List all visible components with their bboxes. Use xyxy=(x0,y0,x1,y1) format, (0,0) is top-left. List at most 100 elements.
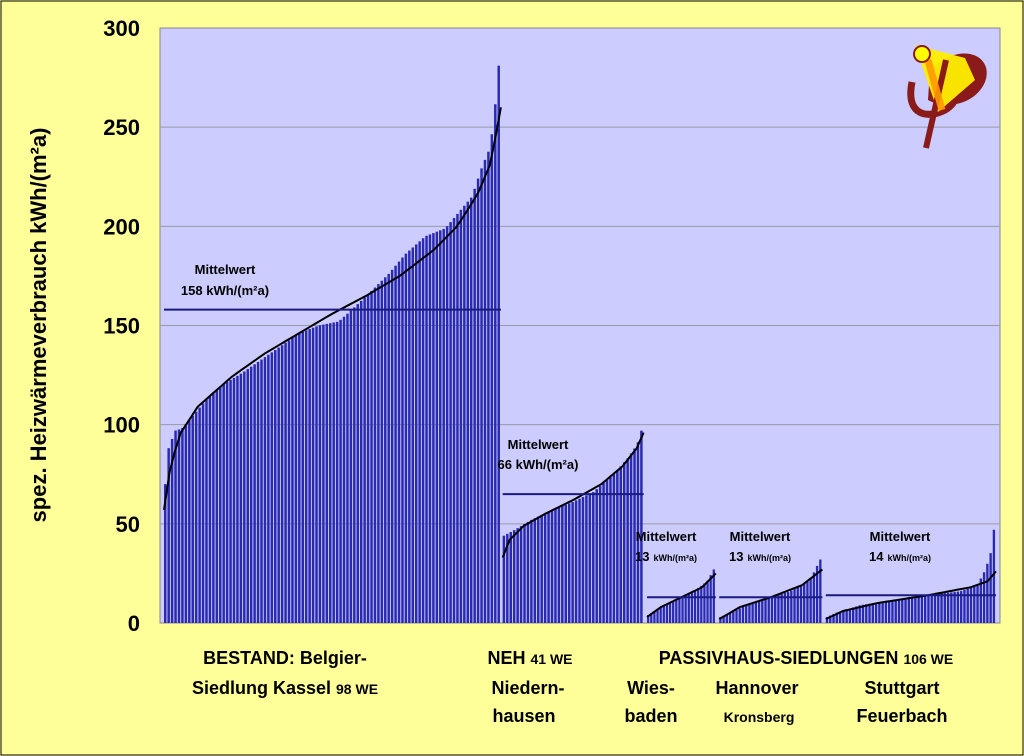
bar-niedernhausen xyxy=(609,477,612,623)
category-neh-line3: hausen xyxy=(492,706,555,726)
y-tick-label: 150 xyxy=(103,314,140,339)
bar-niedernhausen xyxy=(530,519,533,623)
mean-label-kassel: Mittelwert xyxy=(195,262,256,277)
bar-kronsberg xyxy=(738,608,741,623)
bar-kassel xyxy=(401,257,404,623)
bar-wiesbaden xyxy=(703,583,706,623)
bar-wiesbaden xyxy=(684,595,687,623)
bar-kronsberg xyxy=(725,614,729,623)
bar-kassel xyxy=(339,319,342,623)
category-hannover-line3: Kronsberg xyxy=(724,709,795,725)
bar-kassel xyxy=(243,371,246,623)
bar-kronsberg xyxy=(786,591,790,623)
bar-wiesbaden xyxy=(668,602,672,623)
bar-kassel xyxy=(308,329,311,623)
bar-wiesbaden xyxy=(690,592,694,623)
bar-kassel xyxy=(167,448,170,623)
bar-kassel xyxy=(263,357,267,623)
category-stuttgart-line3: Feuerbach xyxy=(856,706,947,726)
bar-kassel xyxy=(335,321,339,623)
bar-feuerbach xyxy=(979,578,982,623)
bar-kronsberg xyxy=(806,581,809,623)
bar-kassel xyxy=(212,393,215,623)
bar-wiesbaden xyxy=(681,596,684,623)
bar-feuerbach xyxy=(897,599,901,623)
bar-kronsberg xyxy=(790,590,793,623)
bar-kassel xyxy=(380,280,384,623)
bar-kassel xyxy=(459,209,463,623)
bar-feuerbach xyxy=(956,591,960,623)
bar-kassel xyxy=(411,247,415,623)
bar-feuerbach xyxy=(832,613,835,623)
logo-stem xyxy=(923,59,949,149)
bar-niedernhausen xyxy=(526,521,530,623)
bar-wiesbaden xyxy=(706,580,709,623)
bar-kassel xyxy=(473,188,476,623)
bar-feuerbach xyxy=(904,597,907,623)
bar-kronsberg xyxy=(745,605,748,623)
bar-niedernhausen xyxy=(622,462,626,623)
bar-kassel xyxy=(219,386,222,623)
bar-kassel xyxy=(270,352,274,623)
bar-feuerbach xyxy=(884,601,888,623)
category-neh-line2: Niedern- xyxy=(491,678,564,698)
bar-niedernhausen xyxy=(567,503,571,623)
bar-feuerbach xyxy=(861,604,865,623)
bar-kronsberg xyxy=(719,617,722,623)
bar-kassel xyxy=(201,403,205,623)
bar-kassel xyxy=(432,233,435,623)
bar-niedernhausen xyxy=(533,518,537,623)
bar-niedernhausen xyxy=(595,489,598,623)
logo-orange-stroke xyxy=(924,59,946,111)
y-tick-label: 200 xyxy=(103,214,140,239)
bar-feuerbach xyxy=(950,592,953,623)
bar-kassel xyxy=(225,381,229,623)
bar-kassel xyxy=(469,197,473,624)
bar-kronsberg xyxy=(722,615,725,623)
bar-feuerbach xyxy=(888,600,891,623)
bar-kassel xyxy=(215,389,219,623)
bar-feuerbach xyxy=(825,617,829,623)
bar-feuerbach xyxy=(930,594,933,623)
bar-kassel xyxy=(445,226,449,624)
bar-kassel xyxy=(384,277,387,623)
bar-kassel xyxy=(280,345,284,623)
bar-feuerbach xyxy=(881,601,884,623)
bar-kassel xyxy=(476,178,480,623)
bar-feuerbach xyxy=(894,599,897,623)
bar-niedernhausen xyxy=(636,442,640,623)
bar-kassel xyxy=(497,65,500,623)
bar-niedernhausen xyxy=(592,492,595,623)
y-tick-label: 50 xyxy=(116,512,140,537)
bar-kassel xyxy=(194,411,198,623)
bar-kassel xyxy=(301,331,304,623)
bar-kassel xyxy=(373,287,377,623)
bar-wiesbaden xyxy=(693,590,697,623)
bar-kassel xyxy=(452,218,456,623)
category-stuttgart-line2: Stuttgart xyxy=(865,678,940,698)
bar-niedernhausen xyxy=(564,504,568,623)
bar-kronsberg xyxy=(780,593,783,623)
bar-niedernhausen xyxy=(509,532,512,623)
bar-kassel xyxy=(181,428,184,623)
bar-kronsberg xyxy=(809,578,812,623)
bar-niedernhausen xyxy=(640,430,643,623)
bar-kassel xyxy=(287,340,291,623)
bar-wiesbaden xyxy=(675,599,678,623)
bar-kassel xyxy=(349,310,353,623)
bar-feuerbach xyxy=(943,593,946,623)
bar-niedernhausen xyxy=(523,523,526,623)
bar-feuerbach xyxy=(848,608,852,623)
y-axis-label: spez. Heizwärmeverbrauch kWh/(m²a) xyxy=(26,128,51,523)
bar-feuerbach xyxy=(976,584,979,623)
bar-kassel xyxy=(466,201,470,624)
bar-kronsberg xyxy=(728,613,732,623)
bar-kassel xyxy=(394,265,397,623)
category-kassel-line2: Siedlung Kassel 98 WE xyxy=(192,678,378,698)
bar-kassel xyxy=(483,159,487,623)
bar-wiesbaden xyxy=(687,593,690,623)
mean-value-niedernhausen: 66 kWh/(m²a) xyxy=(498,457,579,472)
y-tick-labels: 0 50 100 150 200 250 300 xyxy=(103,16,140,636)
category-neh-line1: NEH 41 WE xyxy=(487,648,572,668)
